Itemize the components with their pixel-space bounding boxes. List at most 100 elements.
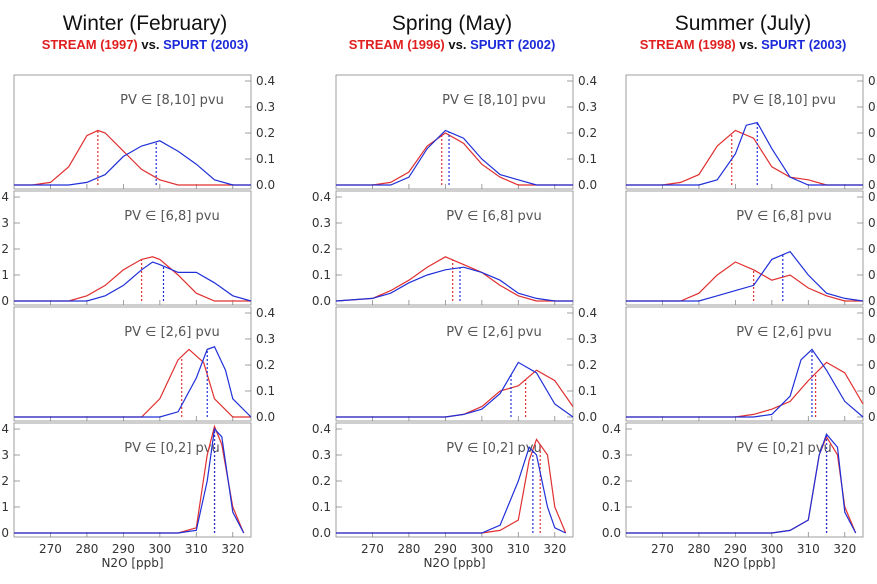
y-tick-label: 0.1 <box>868 152 877 166</box>
panel-frame <box>335 190 574 306</box>
x-tick-label: 300 <box>470 542 493 556</box>
y-tick-label: 0.3 <box>312 448 331 462</box>
chart-title: Winter (February) <box>63 12 228 35</box>
panel-frame <box>13 306 252 422</box>
panel-label: PV ∈ [8,10] pvu <box>732 93 836 108</box>
chart-column-2: Spring (May) STREAM (1996) vs. SPURT (200… <box>312 12 597 570</box>
x-tick-label: 270 <box>39 542 62 556</box>
panel-frame <box>625 422 864 538</box>
panel-2: 0.0 0.1 0.2 0.3 0.4 PV ∈ [6,8] pvu <box>625 190 877 308</box>
panel-2: 0.0 0.1 0.2 0.3 0.4 PV ∈ [6,8] pvu <box>0 190 252 308</box>
spurt-line <box>14 427 245 534</box>
y-tick-label: 0.2 <box>868 242 877 256</box>
y-tick-label: 0.3 <box>602 448 621 462</box>
chart-title: Spring (May) <box>392 12 512 35</box>
stream-line <box>14 256 251 302</box>
y-tick-label: 0.2 <box>868 358 877 372</box>
panel-frame <box>335 306 574 422</box>
x-tick-label: 290 <box>112 542 135 556</box>
y-tick-label: 0.4 <box>0 422 9 436</box>
stream-line <box>626 361 864 418</box>
y-tick-label: 0.4 <box>868 306 877 320</box>
panel-label: PV ∈ [6,8] pvu <box>446 209 541 224</box>
y-tick-label: 0.3 <box>868 332 877 346</box>
y-tick-label: 0.3 <box>868 100 877 114</box>
y-tick-label: 0.1 <box>578 384 597 398</box>
stream-line <box>335 256 573 302</box>
panel-label: PV ∈ [0,2] pvu <box>736 441 831 456</box>
x-tick-label: 290 <box>724 542 747 556</box>
panel-label: PV ∈ [2,6] pvu <box>124 325 219 340</box>
spurt-line <box>335 266 573 302</box>
chart-column-1: Winter (February) STREAM (1997) vs. SPURT… <box>0 12 275 570</box>
panel-label: PV ∈ [6,8] pvu <box>736 209 831 224</box>
y-tick-label: 0.1 <box>578 152 597 166</box>
y-tick-label: 0.1 <box>256 152 275 166</box>
y-tick-label: 0.4 <box>578 306 597 320</box>
y-tick-label: 0.2 <box>578 126 597 140</box>
panel-3: 0.0 0.1 0.2 0.3 0.4 PV ∈ [2,6] pvu <box>335 306 597 424</box>
x-axis-label: N2O [ppb] <box>101 556 163 570</box>
y-tick-label: 0.4 <box>868 74 877 88</box>
y-tick-label: 0.4 <box>256 74 275 88</box>
panel-1: 0.0 0.1 0.2 0.3 0.4 PV ∈ [8,10] pvu <box>13 74 275 192</box>
chart-title: Summer (July) <box>675 12 812 35</box>
y-tick-label: 0.0 <box>868 294 877 308</box>
x-tick-label: 320 <box>833 542 856 556</box>
spurt-line <box>336 361 574 418</box>
panel-1: 0.0 0.1 0.2 0.3 0.4 PV ∈ [8,10] pvu <box>625 74 877 192</box>
panel-frame <box>13 74 252 190</box>
y-tick-label: 0.1 <box>312 500 331 514</box>
panel-label: PV ∈ [2,6] pvu <box>736 325 831 340</box>
y-tick-label: 0.3 <box>868 216 877 230</box>
x-tick-label: 320 <box>543 542 566 556</box>
y-tick-label: 0.3 <box>578 332 597 346</box>
stream-line <box>336 438 567 534</box>
spurt-line <box>14 346 252 418</box>
spurt-line <box>14 140 251 186</box>
x-tick-label: 280 <box>75 542 98 556</box>
panel-frame <box>625 74 864 190</box>
subtitle-blue: SPURT (2003) <box>761 37 846 52</box>
y-tick-label: 0.0 <box>578 410 597 424</box>
spurt-line <box>626 348 864 418</box>
subtitle-mid: vs. <box>445 37 470 52</box>
chart-subtitle: STREAM (1997) vs. SPURT (2003) <box>42 37 249 52</box>
stream-line <box>336 132 573 186</box>
y-tick-label: 0.0 <box>312 294 331 308</box>
y-tick-label: 0.0 <box>602 526 621 540</box>
y-tick-label: 0.3 <box>256 100 275 114</box>
x-tick-label: 300 <box>148 542 171 556</box>
panel-4: 0.0 0.1 0.2 0.3 0.4 PV ∈ [0,2] pvu <box>312 422 574 540</box>
spurt-line <box>14 261 252 302</box>
y-tick-label: 0.1 <box>0 500 9 514</box>
subtitle-blue: SPURT (2003) <box>163 37 248 52</box>
y-tick-label: 0.4 <box>0 190 9 204</box>
y-tick-label: 0.3 <box>0 216 9 230</box>
spurt-line <box>336 446 566 534</box>
y-tick-label: 0.2 <box>312 474 331 488</box>
y-tick-label: 0.1 <box>602 500 621 514</box>
stream-line <box>14 129 251 186</box>
y-tick-label: 0.1 <box>868 384 877 398</box>
x-tick-label: 310 <box>797 542 820 556</box>
panel-frame <box>335 74 574 190</box>
panel-label: PV ∈ [6,8] pvu <box>124 209 219 224</box>
y-tick-label: 0.2 <box>578 358 597 372</box>
panel-label: PV ∈ [0,2] pvu <box>446 441 541 456</box>
y-tick-label: 0.2 <box>602 474 621 488</box>
x-tick-label: 290 <box>434 542 457 556</box>
subtitle-mid: vs. <box>736 37 761 52</box>
panel-label: PV ∈ [8,10] pvu <box>442 93 546 108</box>
panel-frame <box>625 306 864 422</box>
y-tick-label: 0.3 <box>256 332 275 346</box>
y-tick-label: 0.3 <box>578 100 597 114</box>
x-axis-label: N2O [ppb] <box>423 556 485 570</box>
panel-frame <box>625 190 864 306</box>
y-tick-label: 0.4 <box>312 422 331 436</box>
x-axis-label: N2O [ppb] <box>713 556 775 570</box>
stream-line <box>14 348 251 418</box>
y-tick-label: 0.1 <box>868 268 877 282</box>
spurt-line <box>626 250 864 302</box>
y-tick-label: 0.4 <box>868 190 877 204</box>
